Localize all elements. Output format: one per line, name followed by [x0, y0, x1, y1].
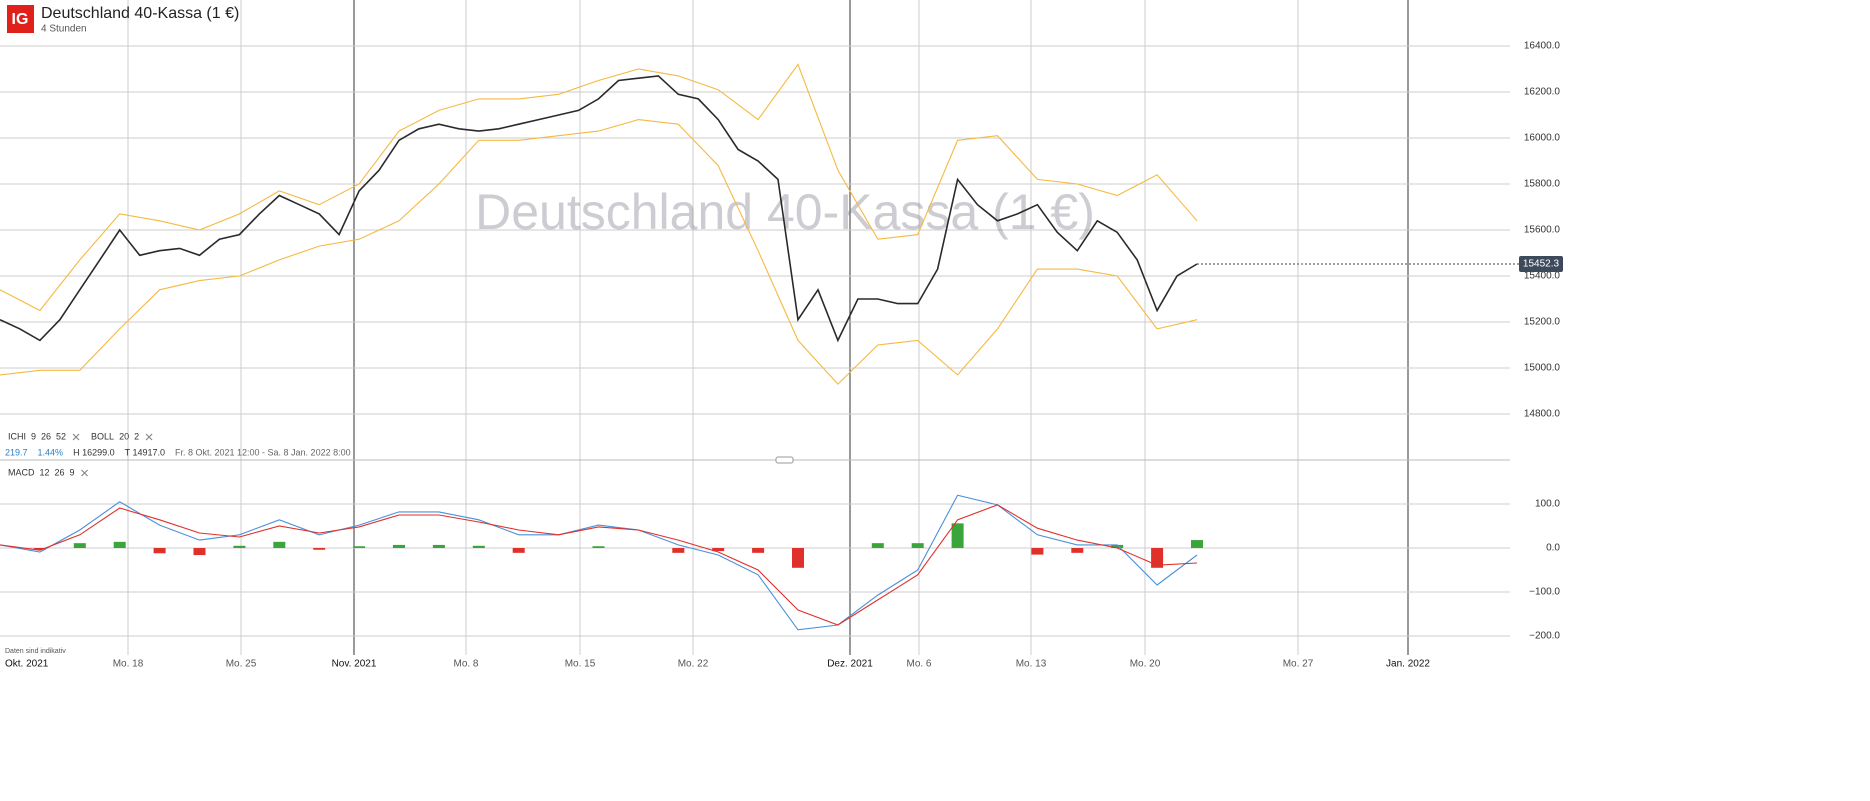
y-tick-label: 15800.0: [1524, 179, 1561, 190]
x-tick-label: Mo. 27: [1283, 659, 1314, 670]
chart-subtitle: 4 Stunden: [41, 24, 87, 35]
remove-icon: [145, 433, 153, 441]
price-line: [0, 63, 1198, 312]
histogram-bar: [1191, 540, 1203, 548]
histogram-bar: [233, 545, 246, 548]
histogram-bar: [672, 548, 685, 553]
y-tick-label: 16000.0: [1524, 133, 1561, 144]
price-line: [0, 75, 1198, 343]
x-tick-label: Mo. 15: [565, 659, 596, 670]
histogram-bar: [113, 541, 126, 548]
x-tick-label: Mo. 18: [113, 659, 144, 670]
last-price-label: 15452.3: [1523, 259, 1560, 270]
histogram-bar: [1071, 548, 1084, 553]
x-tick-label: Mo. 22: [678, 659, 709, 670]
chart-title: Deutschland 40-Kassa (1 €): [41, 5, 239, 22]
x-tick-label: Dez. 2021: [827, 659, 873, 670]
histogram-bar: [712, 548, 725, 552]
x-tick-label: Mo. 13: [1016, 659, 1047, 670]
indicator-label: MACD: [8, 467, 35, 477]
histogram-bar: [1031, 548, 1044, 555]
indicator-label: 20: [119, 431, 129, 441]
histogram-bar: [472, 545, 485, 548]
x-tick-label: Mo. 20: [1130, 659, 1161, 670]
indicator-label: 2: [134, 431, 139, 441]
x-tick-label: Nov. 2021: [332, 659, 377, 670]
stat-label: H 16299.0: [73, 447, 115, 457]
x-tick-label: Mo. 8: [453, 659, 478, 670]
x-tick-label: Jan. 2022: [1386, 659, 1430, 670]
histogram-bar: [73, 543, 86, 548]
price-line: [0, 119, 1198, 385]
histogram-bar: [871, 543, 884, 548]
y-tick-label: 15400.0: [1524, 271, 1561, 282]
histogram-bar: [592, 546, 605, 548]
y-tick-label: −200.0: [1529, 631, 1560, 642]
histogram-bar: [353, 546, 366, 548]
y-tick-label: −100.0: [1529, 587, 1560, 598]
stat-label: 1.44%: [38, 447, 64, 457]
indicator-label: 26: [41, 431, 51, 441]
x-tick-label: Okt. 2021: [5, 659, 49, 670]
indicator-label: BOLL: [91, 431, 114, 441]
indicator-label: 9: [31, 431, 36, 441]
last-price-badge: [1519, 255, 1563, 272]
stat-label: 219.7: [5, 447, 28, 457]
stat-label: T 14917.0: [125, 447, 165, 457]
y-tick-label: 15000.0: [1524, 363, 1561, 374]
histogram-bar: [1151, 548, 1164, 568]
histogram-bar: [752, 548, 765, 553]
x-tick-label: Mo. 6: [906, 659, 931, 670]
histogram-bar: [911, 543, 924, 548]
histogram-bar: [951, 523, 964, 548]
y-tick-label: 0.0: [1546, 543, 1560, 554]
histogram-bar: [512, 548, 525, 553]
stat-label: Fr. 8 Okt. 2021 12:00 - Sa. 8 Jan. 2022 …: [175, 447, 351, 457]
histogram-bar: [193, 548, 206, 556]
histogram-bar: [393, 544, 405, 548]
grid: [0, 0, 1510, 655]
indicator-label: 26: [55, 467, 65, 477]
y-tick-label: 100.0: [1535, 499, 1560, 510]
remove-icon: [72, 433, 80, 441]
y-tick-label: 15600.0: [1524, 225, 1561, 236]
indicator-label: 12: [40, 467, 50, 477]
histogram-bar: [1111, 544, 1124, 548]
indicator-label: 9: [70, 467, 75, 477]
disclaimer: Daten sind indikativ: [5, 648, 66, 655]
indicator-label: ICHI: [8, 431, 26, 441]
histogram-bar: [273, 541, 286, 548]
histogram-bar: [33, 548, 46, 550]
remove-icon: [81, 469, 88, 477]
histogram-bar: [313, 548, 326, 550]
y-tick-label: 15200.0: [1524, 317, 1561, 328]
indicator-label: 52: [56, 431, 66, 441]
histogram-bar: [153, 548, 166, 554]
histogram-bar: [432, 544, 445, 548]
logo-text: IG: [12, 11, 29, 28]
histogram-bar: [792, 548, 804, 568]
macd-line: [0, 504, 1198, 626]
x-tick-label: Mo. 25: [226, 659, 257, 670]
y-tick-label: 16400.0: [1524, 41, 1561, 52]
logo: [7, 5, 34, 33]
y-tick-label: 14800.0: [1524, 409, 1561, 420]
panel-handle[interactable]: [775, 456, 794, 464]
y-tick-label: 16200.0: [1524, 87, 1561, 98]
